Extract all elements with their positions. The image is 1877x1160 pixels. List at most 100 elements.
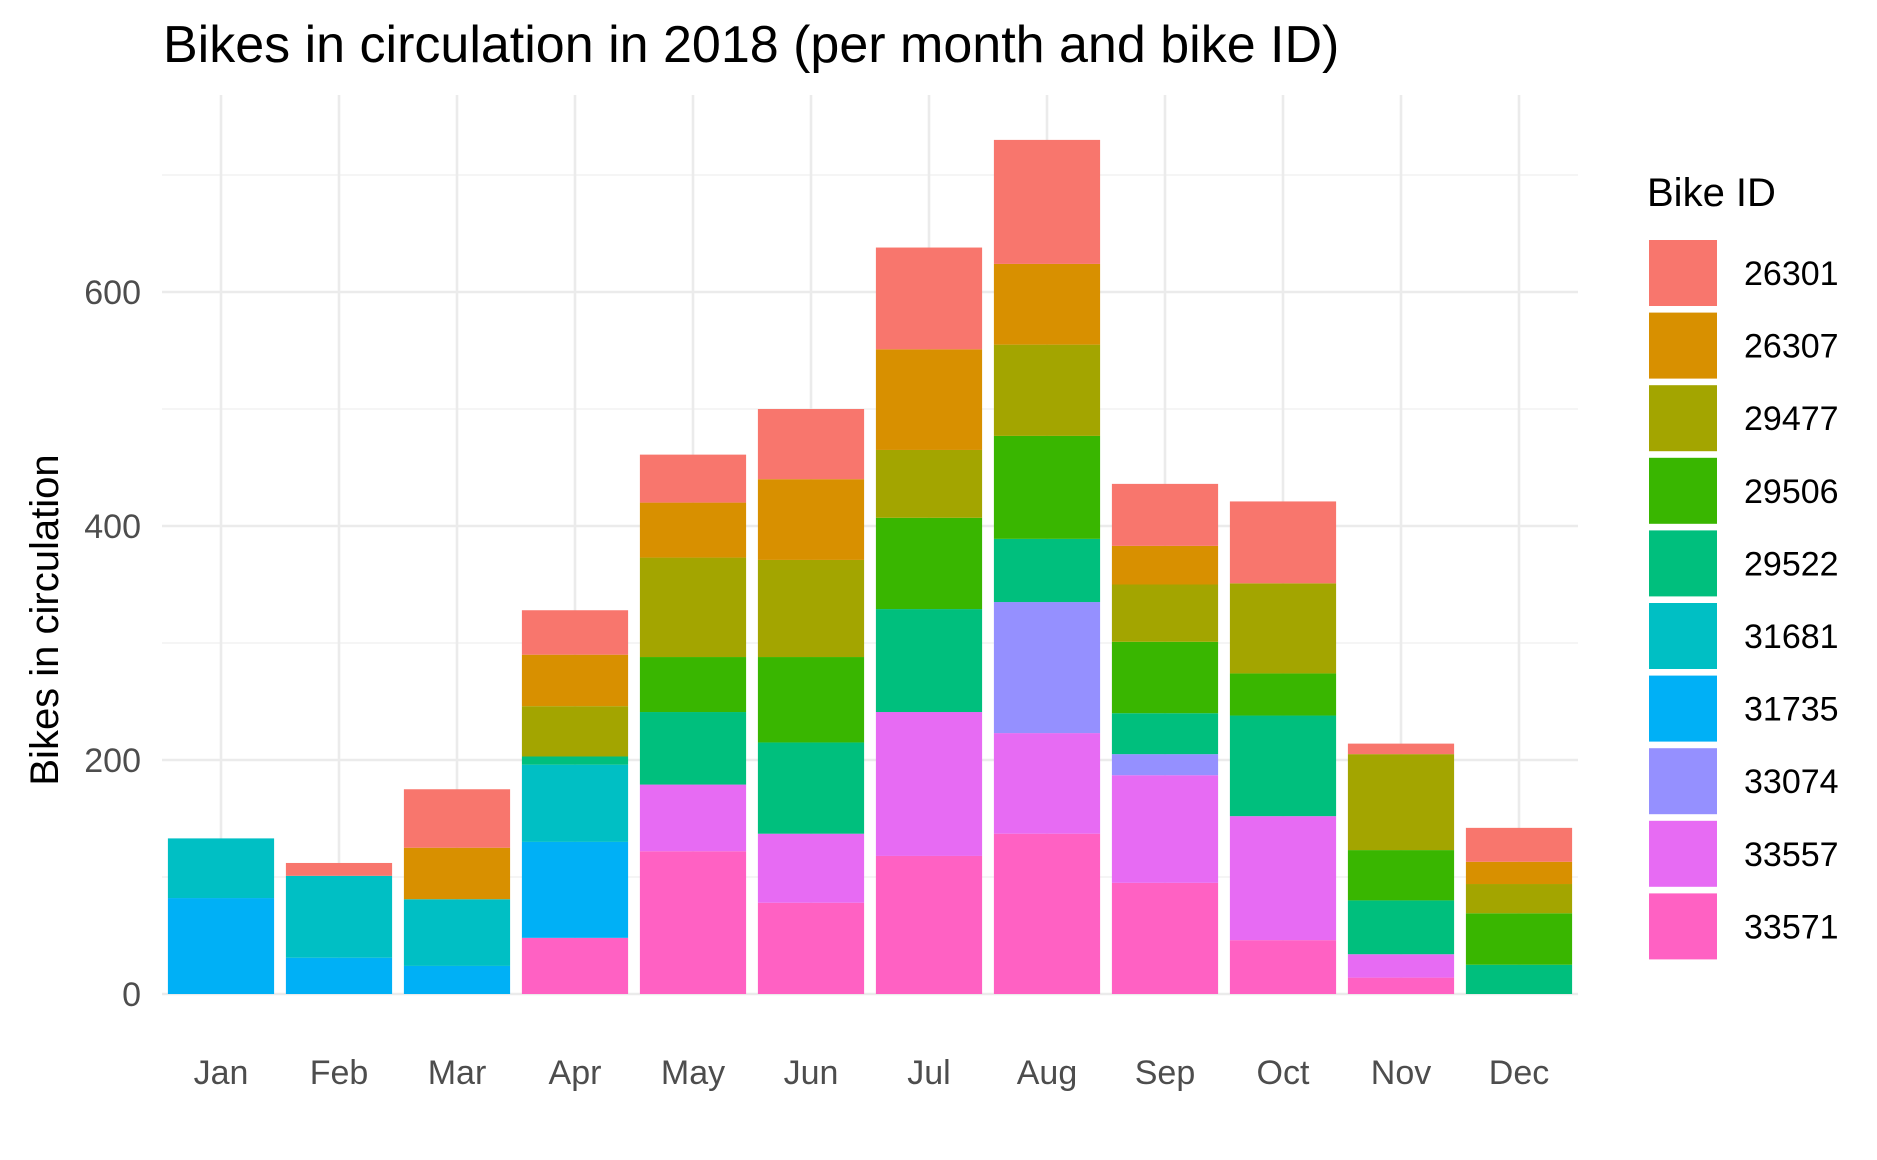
bar-segment-nov-26301 (1347, 743, 1455, 755)
bar-segment-mar-26301 (403, 789, 511, 848)
bar-segment-apr-29522 (521, 756, 629, 765)
legend-label-33074: 33074 (1744, 763, 1839, 801)
legend-key-33074 (1649, 748, 1717, 815)
legend-key-29522 (1649, 530, 1717, 597)
x-tick-label: Oct (1257, 1054, 1310, 1092)
bar-segment-sep-26307 (1111, 545, 1219, 585)
y-tick-label: 600 (84, 274, 141, 312)
bar-segment-sep-33571 (1111, 882, 1219, 994)
chart-title: Bikes in circulation in 2018 (per month … (163, 16, 1339, 74)
legend-key-31735 (1649, 675, 1717, 742)
legend-key-33571 (1649, 893, 1717, 960)
legend-label-29522: 29522 (1744, 545, 1839, 583)
bar-segment-dec-26307 (1465, 861, 1573, 885)
bar-segment-apr-26307 (521, 654, 629, 707)
bar-segment-oct-26301 (1229, 501, 1337, 584)
bar-segment-jul-29477 (875, 449, 983, 518)
legend-key-29477 (1649, 385, 1717, 452)
bar-segment-apr-31735 (521, 841, 629, 938)
legend-label-31681: 31681 (1744, 618, 1839, 656)
bar-segment-nov-33557 (1347, 954, 1455, 978)
bar-segment-jul-33557 (875, 712, 983, 856)
bar-segment-jun-29522 (757, 742, 865, 834)
bars (167, 139, 1573, 994)
legend-key-33557 (1649, 820, 1717, 887)
bar-segment-mar-31735 (403, 965, 511, 994)
bar-segment-may-29522 (639, 712, 747, 785)
legend-label-26307: 26307 (1744, 328, 1839, 366)
legend-title: Bike ID (1647, 171, 1776, 215)
bar-segment-oct-33557 (1229, 816, 1337, 941)
bar-segment-jan-31735 (167, 898, 275, 994)
x-tick-label: Feb (310, 1054, 369, 1092)
x-tick-label: Jun (784, 1054, 839, 1092)
bar-segment-oct-29477 (1229, 583, 1337, 674)
bar-segment-mar-31681 (403, 899, 511, 966)
bar-segment-aug-29477 (993, 344, 1101, 436)
legend-label-29477: 29477 (1744, 400, 1839, 438)
bar-segment-apr-26301 (521, 610, 629, 655)
x-tick-label: Apr (549, 1054, 602, 1092)
y-tick-label: 400 (84, 508, 141, 546)
x-tick-label: Jul (907, 1054, 950, 1092)
x-tick-label: Mar (428, 1054, 487, 1092)
x-axis-ticks: Jan Feb Mar Apr May Jun Jul Aug Sep Oct Nov Dec (194, 1054, 1550, 1092)
bar-segment-apr-29477 (521, 706, 629, 757)
bar-segment-sep-29506 (1111, 641, 1219, 714)
y-tick-label: 200 (84, 742, 141, 780)
bar-segment-sep-29522 (1111, 713, 1219, 755)
bar-segment-jun-29506 (757, 657, 865, 743)
legend-key-31681 (1649, 603, 1717, 669)
bar-segment-jul-29522 (875, 609, 983, 713)
x-tick-label: Sep (1135, 1054, 1196, 1092)
bar-segment-may-26307 (639, 502, 747, 558)
legend-label-31735: 31735 (1744, 691, 1839, 729)
y-tick-label: 0 (122, 976, 141, 1014)
y-axis-title: Bikes in circulation (23, 454, 67, 785)
bar-segment-nov-29522 (1347, 900, 1455, 955)
bar-segment-dec-29477 (1465, 884, 1573, 914)
bar-segment-oct-29506 (1229, 673, 1337, 716)
bar-segment-oct-33571 (1229, 940, 1337, 994)
bar-segment-jun-33557 (757, 833, 865, 903)
bar-segment-jun-29477 (757, 559, 865, 658)
bar-segment-jul-26301 (875, 247, 983, 350)
bar-segment-feb-31681 (285, 875, 393, 958)
bar-segment-apr-31681 (521, 764, 629, 842)
bar-segment-jul-29506 (875, 517, 983, 610)
bar-segment-dec-29522 (1465, 964, 1573, 994)
bar-segment-may-29477 (639, 557, 747, 658)
bar-segment-jun-26301 (757, 409, 865, 480)
bar-segment-sep-33557 (1111, 775, 1219, 883)
x-tick-label: Dec (1489, 1054, 1549, 1092)
legend-key-29506 (1649, 457, 1717, 524)
bar-segment-aug-26307 (993, 263, 1101, 345)
bar-segment-feb-26301 (285, 862, 393, 876)
bar-segment-may-33571 (639, 851, 747, 994)
bar-segment-nov-29506 (1347, 850, 1455, 901)
bar-segment-jan-31681 (167, 838, 275, 899)
legend-key-26301 (1649, 240, 1717, 306)
bar-segment-jul-33571 (875, 855, 983, 994)
bar-segment-aug-26301 (993, 139, 1101, 264)
bar-segment-nov-33571 (1347, 977, 1455, 994)
bar-segment-aug-33571 (993, 833, 1101, 994)
bar-segment-sep-29477 (1111, 584, 1219, 642)
legend-label-33571: 33571 (1744, 908, 1839, 946)
bar-segment-apr-33571 (521, 937, 629, 994)
bar-segment-aug-33557 (993, 733, 1101, 834)
bar-segment-sep-33074 (1111, 754, 1219, 776)
bar-segment-dec-26301 (1465, 827, 1573, 862)
bar-segment-jun-26307 (757, 479, 865, 560)
bar-segment-feb-31735 (285, 957, 393, 994)
x-tick-label: Aug (1017, 1054, 1078, 1092)
legend-label-26301: 26301 (1744, 255, 1839, 293)
bar-segment-aug-29522 (993, 538, 1101, 603)
bar-segment-may-29506 (639, 657, 747, 713)
bar-segment-aug-29506 (993, 435, 1101, 539)
bar-segment-mar-26307 (403, 847, 511, 900)
legend-label-29506: 29506 (1744, 473, 1839, 511)
bar-segment-may-26301 (639, 454, 747, 503)
